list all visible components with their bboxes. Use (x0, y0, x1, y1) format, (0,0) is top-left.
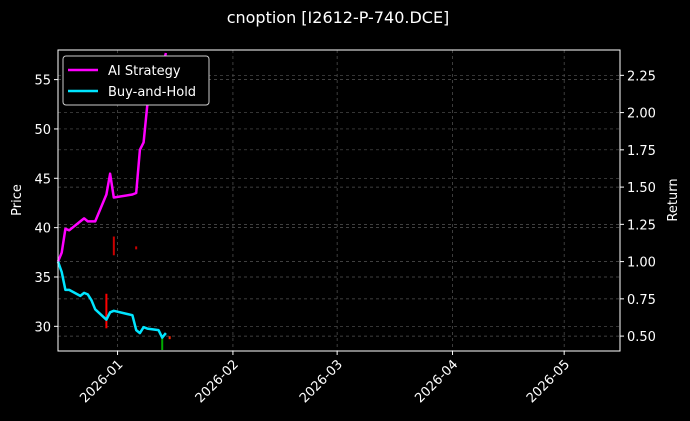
chart-title: cnoption [I2612-P-740.DCE] (227, 8, 450, 27)
price-tick-label: 45 (34, 172, 51, 187)
series-lines (56, 52, 168, 339)
price-axis-label: Price (10, 184, 25, 216)
plot-frame (57, 49, 621, 352)
series-line-buy-and-hold (56, 261, 167, 339)
return-tick-label: 1.50 (627, 181, 656, 196)
price-tick-label: 30 (34, 320, 51, 335)
price-tick-label: 40 (34, 222, 51, 237)
return-tick-label: 1.75 (627, 144, 656, 159)
price-tick-label: 35 (34, 271, 51, 286)
return-tick-label: 2.00 (627, 107, 656, 122)
legend-label-buy-and-hold: Buy-and-Hold (108, 85, 196, 100)
return-tick-label: 0.50 (627, 330, 656, 345)
legend-box (62, 55, 210, 106)
price-tick-label: 55 (34, 74, 51, 89)
price-tick-label: 50 (34, 123, 51, 138)
legend-label-ai-strategy: AI Strategy (108, 64, 181, 79)
return-axis-label: Return (666, 178, 681, 221)
return-tick-label: 1.00 (627, 256, 656, 271)
return-tick-label: 2.25 (627, 69, 656, 84)
return-axis-ticks: 0.50 0.75 1.00 1.25 1.50 1.75 2.00 2.25 (620, 69, 656, 345)
return-tick-label: 1.25 (627, 218, 656, 233)
return-tick-label: 0.75 (627, 293, 656, 308)
price-axis-ticks: 30 35 40 45 50 55 (34, 74, 58, 335)
series-line-ai-strategy (56, 52, 168, 263)
legend: AI Strategy Buy-and-Hold (62, 55, 210, 106)
grid-lines (58, 50, 620, 351)
